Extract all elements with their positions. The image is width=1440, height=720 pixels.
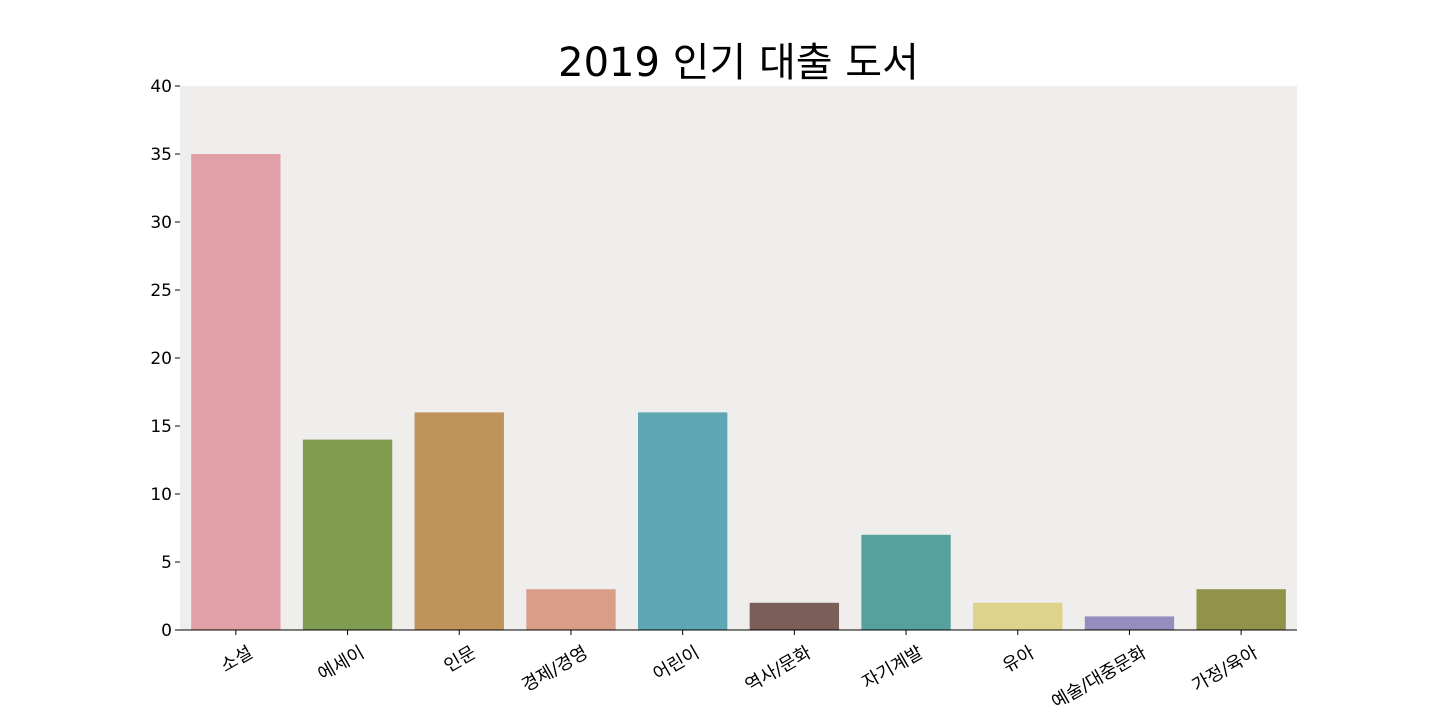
y-tick-label: 20 (150, 349, 172, 369)
bar-1 (302, 439, 393, 630)
x-tick-label: 인문 (441, 642, 480, 677)
bar-5 (749, 602, 840, 630)
y-tick-label: 35 (150, 145, 172, 165)
bar-3 (526, 589, 616, 630)
x-tick-label: 가정/육아 (1189, 642, 1262, 697)
x-tick-label: 소설 (217, 642, 256, 677)
x-tick-label: 예술/대중문화 (1048, 642, 1150, 713)
y-tick-label: 10 (150, 485, 172, 505)
x-tick-label: 경제/경영 (518, 642, 591, 696)
x-tick-label: 에세이 (315, 642, 369, 685)
y-axis: 0 5 10 15 20 25 30 35 40 (150, 77, 180, 641)
bar-2 (414, 412, 504, 630)
x-tick-label: 유아 (999, 642, 1039, 677)
x-tick-label: 어린이 (650, 642, 704, 685)
bar-0 (191, 154, 281, 630)
y-tick-label: 0 (161, 621, 172, 641)
x-tick-label: 자기계발 (859, 642, 927, 693)
bars-group (191, 154, 1286, 630)
y-tick-label: 25 (150, 281, 172, 301)
y-tick-label: 15 (150, 417, 172, 437)
chart-title: 2019 인기 대출 도서 (558, 40, 919, 86)
y-tick-label: 30 (150, 213, 172, 233)
bar-7 (973, 602, 1063, 630)
x-tick-label: 역사/문화 (742, 642, 815, 696)
bar-6 (861, 534, 951, 630)
bar-4 (637, 412, 728, 630)
x-axis: 소설 에세이 인문 경제/경영 어린이 역사/문화 자기계발 유아 예술/대중문화 가정/육아 (180, 629, 1297, 713)
bar-8 (1084, 616, 1175, 630)
y-tick-label: 5 (161, 553, 172, 573)
bar-9 (1196, 589, 1286, 630)
y-tick-label: 40 (150, 77, 172, 97)
